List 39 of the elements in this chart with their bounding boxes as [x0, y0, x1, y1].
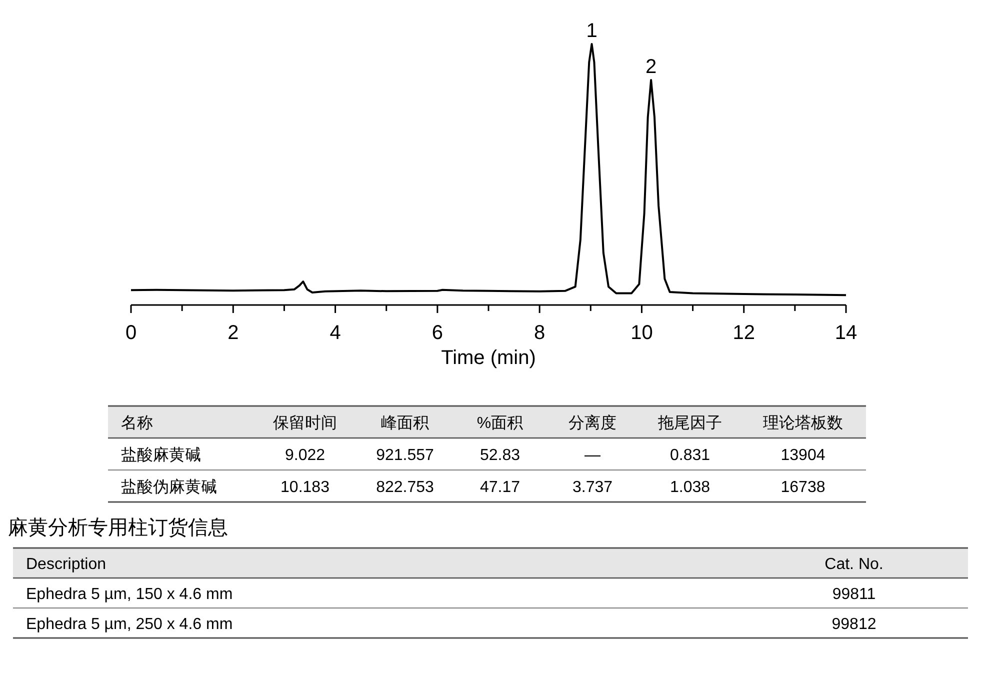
text: — [584, 447, 600, 464]
text: 13904 [780, 447, 826, 464]
text: 99811 [832, 586, 876, 603]
category-label: 分离度 [568, 414, 616, 432]
category-label: 拖尾因子 [657, 415, 722, 432]
category-label: 保留时间 [273, 414, 337, 432]
category-label: 峰面积 [381, 415, 429, 432]
category-label: %面积 [476, 415, 524, 432]
text: 盐酸伪麻黄碱 [121, 479, 217, 496]
x-tick-label: 12 [732, 322, 755, 344]
text: 1.038 [670, 479, 710, 496]
category-label: 理论塔板数 [763, 414, 843, 432]
text: Ephedra 5 µm, 150 x 4.6 mm [26, 586, 233, 603]
text: 52.83 [480, 447, 520, 464]
x-tick-label: 2 [228, 322, 239, 344]
x-tick-label: 14 [834, 322, 858, 344]
text: 99812 [832, 616, 876, 633]
x-tick-label: 10 [630, 322, 653, 344]
text: 麻黄分析专用柱订货信息 [8, 517, 228, 539]
annotation: 1 [586, 20, 598, 42]
x-tick-label: 6 [432, 322, 443, 344]
x-tick-label: 4 [330, 322, 341, 344]
text: 0.831 [670, 447, 710, 464]
category-label: Cat. No. [824, 556, 884, 573]
x-axis-title: Time (min) [441, 347, 536, 369]
text: 16738 [780, 479, 826, 496]
text: 822.753 [376, 479, 434, 496]
category-label: 名称 [121, 415, 153, 432]
text: 3.737 [572, 479, 613, 496]
text: Ephedra 5 µm, 250 x 4.6 mm [26, 616, 233, 633]
text: 盐酸麻黄碱 [121, 447, 201, 464]
x-tick-label: 8 [534, 322, 546, 344]
text: 10.183 [280, 479, 330, 496]
text: 47.17 [480, 479, 520, 496]
category-label: Description [26, 556, 106, 573]
text: 921.557 [376, 447, 434, 464]
annotation: 2 [646, 56, 657, 78]
x-tick-label: 0 [125, 322, 137, 344]
text: 9.022 [284, 447, 326, 464]
